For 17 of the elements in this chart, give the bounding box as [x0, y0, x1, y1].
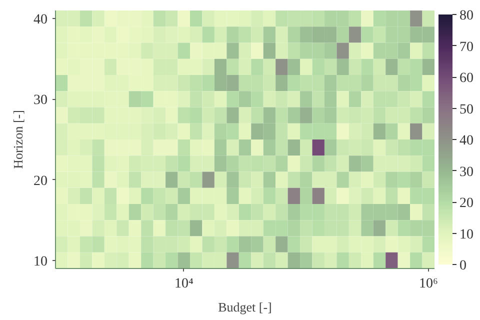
color-bar-label: 50 — [460, 102, 474, 118]
x-axis-title: Budget [-] — [218, 300, 272, 314]
color-bar-label: 80 — [460, 8, 474, 24]
y-axis-title: Horizon [-] — [10, 110, 26, 169]
x-tick-label: 10⁴ — [174, 276, 194, 292]
color-bar-label: 0 — [460, 258, 466, 274]
y-tick-label: 30 — [34, 93, 48, 108]
color-bar-label: 10 — [460, 227, 474, 242]
x-tick-label: 10⁶ — [418, 276, 438, 292]
color-bar-label: 20 — [460, 196, 474, 211]
y-tick-label: 40 — [34, 12, 48, 28]
color-bar-label: 30 — [460, 164, 474, 180]
y-tick-label: 20 — [34, 174, 48, 189]
color-bar-label: 40 — [460, 134, 474, 148]
color-bar-label: 70 — [460, 40, 474, 55]
color-bar-label: 60 — [460, 71, 474, 86]
y-tick-label: 10 — [34, 254, 48, 270]
